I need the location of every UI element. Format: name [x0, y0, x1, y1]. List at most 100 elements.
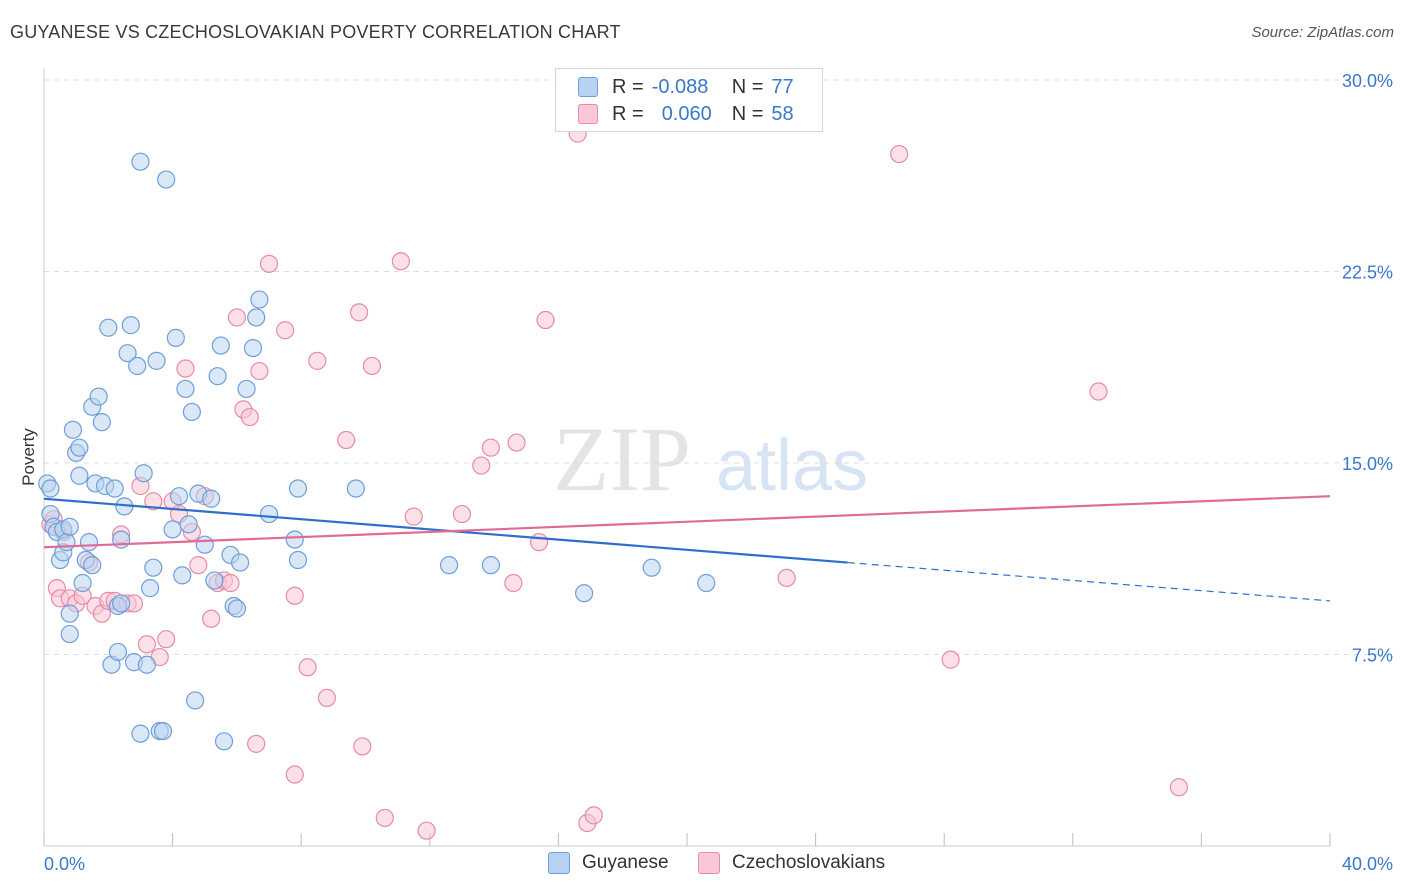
czechoslovakian-point [1089, 382, 1108, 401]
guyanese-point [57, 533, 76, 552]
czechoslovakian-point [481, 438, 500, 457]
bottom-legend-czechoslovakians: Czechoslovakians [698, 852, 885, 874]
czechoslovakian-point [202, 609, 221, 628]
guyanese-point [285, 530, 304, 549]
chart-title: GUYANESE VS CZECHOSLOVAKIAN POVERTY CORR… [10, 22, 621, 42]
axes [43, 68, 1331, 847]
guyanese-point [231, 553, 250, 572]
czechoslovakian-point [250, 361, 269, 381]
czechoslovakian-point [584, 806, 603, 825]
czechoslovakian-point [189, 556, 208, 575]
watermark-zip: ZIP [553, 408, 691, 510]
guyanese-point [92, 413, 111, 432]
guyanese-point [60, 624, 79, 644]
guyanese-point [83, 556, 102, 575]
czechoslovakian-point [507, 433, 526, 452]
guyanese-point [697, 573, 716, 593]
czechoslovakian-point [404, 507, 423, 526]
guyanese-point [237, 379, 256, 399]
czechoslovakian-point [276, 321, 295, 340]
legend-row-guyanese: R = -0.088 N = 77 [578, 75, 794, 99]
guyanese-point [112, 594, 131, 613]
r-label: R = [612, 102, 644, 125]
bottom-label-guyanese: Guyanese [582, 852, 669, 873]
czechoslovakian-point [176, 359, 195, 378]
guyanese-point [157, 170, 176, 189]
czechoslovakian-point [391, 252, 410, 271]
guyanese-point [79, 533, 99, 552]
n-value-czechoslovakians: 58 [771, 102, 794, 125]
r-value-guyanese: -0.088 [651, 75, 709, 98]
guyanese-point [439, 556, 459, 575]
bottom-swatch-czechoslovakians [698, 852, 720, 874]
guyanese-point [105, 479, 124, 498]
czechoslovakian-point [337, 430, 356, 450]
guyanese-point [169, 487, 189, 506]
czechoslovakian-point [317, 688, 337, 708]
czechoslovakian-point [504, 573, 523, 593]
source-credit: Source: ZipAtlas.com [1251, 24, 1394, 41]
guyanese-point [179, 515, 198, 534]
guyanese-point [60, 604, 79, 623]
czechoslovakian-point [259, 254, 279, 273]
guyanese-point [131, 152, 150, 171]
guyanese-point [60, 517, 79, 536]
guyanese-point [214, 732, 234, 751]
guyanese-point [153, 721, 173, 741]
guyanese-trend-extension [847, 561, 1331, 602]
x-tick-label-min: 0.0% [44, 854, 85, 874]
czechoslovakian-point [308, 351, 327, 370]
r-label: R = [612, 75, 644, 98]
bottom-swatch-guyanese [548, 852, 570, 874]
guyanese-point [346, 479, 365, 498]
bottom-legend-guyanese: Guyanese [548, 852, 669, 874]
guyanese-point [147, 351, 166, 370]
n-label: N = [731, 75, 764, 98]
guyanese-point [137, 655, 156, 674]
guyanese-point [288, 550, 308, 570]
czechoslovakian-point [530, 533, 549, 552]
guyanese-point [211, 336, 230, 355]
guyanese-point [108, 642, 128, 662]
guyanese-point [118, 344, 137, 363]
legend-row-czechoslovakians: R = 0.060 N = 58 [578, 102, 794, 126]
czechoslovakian-point [285, 765, 304, 784]
czechoslovakian-trend-line [43, 495, 1331, 549]
czechoslovakian-point [285, 586, 304, 605]
y-tick-label: 22.5% [1342, 263, 1393, 283]
guyanese-point [112, 530, 131, 549]
x-tick-label-max: 40.0% [1342, 854, 1393, 874]
n-label: N = [731, 102, 764, 125]
guyanese-point [128, 356, 147, 376]
guyanese-point [288, 479, 308, 498]
guyanese-point [73, 573, 92, 593]
czechoslovakian-point [536, 310, 555, 330]
guyanese-point [247, 308, 266, 327]
legend-swatch-guyanese [578, 77, 598, 97]
czechoslovakian-point [890, 144, 909, 164]
axis-labels: 7.5% 15.0% 22.5% 30.0% 0.0% 40.0% Poverty [19, 71, 1393, 874]
guyanese-point [205, 571, 224, 590]
guyanese-point [121, 316, 140, 335]
guyanese-point [70, 466, 89, 485]
guyanese-point [41, 479, 60, 498]
guyanese-point [176, 379, 195, 399]
bottom-label-czechoslovakians: Czechoslovakians [732, 852, 886, 873]
czechoslovakian-point [137, 635, 156, 654]
guyanese-point [575, 584, 594, 603]
czechoslovakian-point [452, 504, 472, 524]
czechoslovakian-point [472, 456, 491, 475]
y-tick-label: 30.0% [1342, 71, 1393, 91]
czechoslovakian-point [1169, 778, 1188, 797]
czechoslovakian-point [375, 808, 394, 828]
r-value-czechoslovakians: 0.060 [661, 102, 712, 125]
guyanese-point [173, 566, 192, 585]
czechoslovakian-point [227, 308, 246, 327]
czechoslovakian-point [157, 630, 176, 649]
czechoslovakian-point [298, 658, 317, 677]
guyanese-point [250, 290, 269, 309]
guyanese-point [202, 489, 221, 508]
guyanese-point [99, 318, 118, 337]
guyanese-point [227, 599, 246, 618]
stats-legend: R = -0.088 N = 77 R = 0.060 N = 58 [555, 68, 823, 132]
